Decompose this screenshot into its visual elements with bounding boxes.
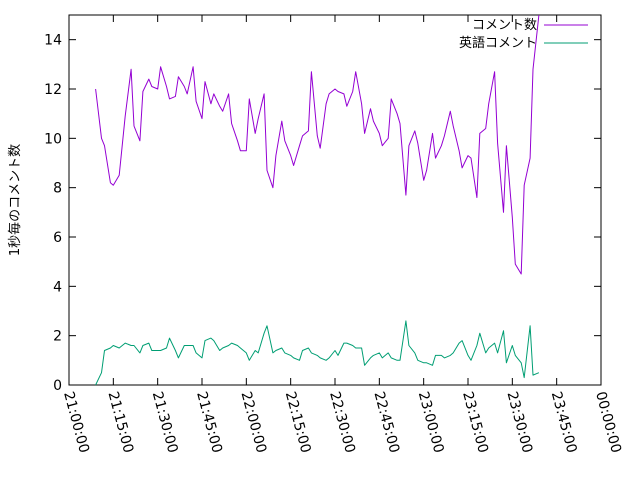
series-layer [95,14,540,386]
x-tick-label: 22:00:00 [237,390,269,455]
y-tick-label: 2 [53,329,62,345]
x-tick-label: 22:45:00 [370,390,402,455]
legend-label-english: 英語コメント [459,35,537,51]
x-tick-label: 23:30:00 [503,390,535,455]
x-tick-label: 23:15:00 [459,390,491,455]
y-tick-label: 6 [53,230,62,246]
x-tick-label: 23:00:00 [415,390,447,455]
x-tick-label: 21:15:00 [104,390,136,455]
legend-label-comments: コメント数 [472,18,537,33]
series-line-english-comments [95,320,540,386]
y-tick-label: 14 [44,33,62,49]
plot-frame [68,14,602,386]
series-line-comments [95,14,540,275]
y-tick-label: 0 [53,378,62,394]
x-tick-label: 21:00:00 [60,390,92,455]
x-tick-label: 21:45:00 [193,390,225,455]
x-tick-label: 00:00:00 [592,390,624,455]
x-tick-label: 22:30:00 [326,390,358,455]
legend: コメント数 英語コメント [459,18,588,51]
y-axis-ticks: 0 2 4 6 8 10 12 14 [44,33,601,394]
x-axis-ticks: 21:00:00 21:15:00 21:30:00 21:45:00 22:00:00… [60,15,624,455]
y-axis-title: 1秒毎のコメント数 [7,144,23,256]
y-tick-label: 8 [53,181,62,197]
y-tick-label: 10 [44,131,62,147]
y-tick-label: 4 [53,279,62,295]
x-tick-label: 23:45:00 [548,390,580,455]
y-tick-label: 12 [44,82,62,98]
x-tick-label: 22:15:00 [282,390,314,455]
x-tick-label: 21:30:00 [149,390,181,455]
